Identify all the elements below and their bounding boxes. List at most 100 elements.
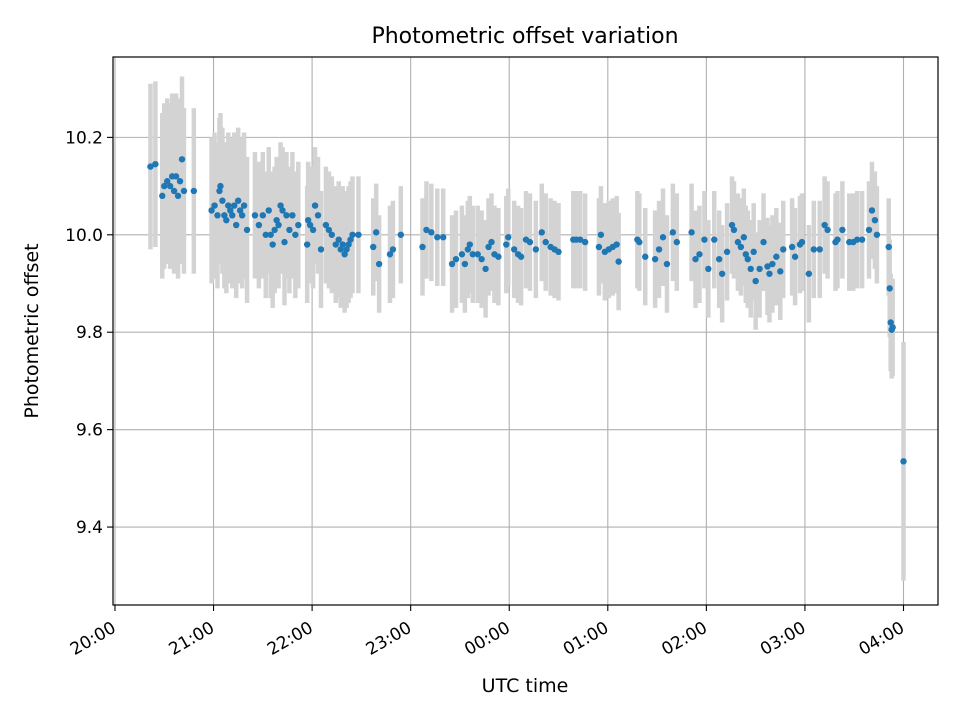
data-point (216, 187, 223, 195)
y-tick-label: 9.6 (76, 421, 103, 441)
data-point (824, 226, 831, 234)
data-points (147, 156, 907, 465)
data-point (332, 241, 339, 248)
data-point (734, 238, 742, 246)
x-tick-label: 01:00 (560, 618, 612, 660)
data-point (692, 255, 699, 263)
data-point (505, 234, 512, 241)
data-point (311, 202, 319, 209)
data-point (267, 231, 274, 238)
data-point (810, 246, 818, 253)
data-point (555, 248, 562, 256)
data-point (636, 238, 643, 246)
data-point (482, 265, 489, 273)
data-point (655, 246, 663, 253)
data-point (723, 248, 731, 256)
data-point (269, 241, 276, 248)
data-point (275, 221, 282, 229)
data-point (651, 255, 659, 263)
data-point (595, 243, 603, 251)
data-point (777, 268, 784, 275)
data-point (642, 253, 649, 260)
x-tick-label: 02:00 (658, 618, 710, 660)
x-tick-label: 20:00 (67, 618, 119, 660)
data-point (279, 207, 286, 214)
data-point (769, 260, 776, 268)
data-point (688, 229, 695, 236)
data-point (370, 243, 377, 251)
data-point (756, 265, 763, 273)
data-point (273, 216, 280, 224)
data-point (458, 251, 466, 258)
data-point (821, 221, 828, 229)
data-point (887, 319, 894, 326)
data-point (780, 246, 787, 253)
data-point (180, 187, 188, 195)
data-point (178, 156, 186, 163)
data-point (517, 253, 525, 260)
data-point (343, 246, 350, 253)
data-point (161, 182, 168, 190)
data-point (488, 238, 495, 246)
data-point (289, 212, 296, 219)
data-point (495, 253, 502, 260)
x-tick-label: 22:00 (264, 618, 316, 660)
data-point (283, 212, 290, 219)
data-point (466, 241, 474, 248)
data-point (715, 255, 723, 263)
data-point (170, 187, 178, 195)
data-point (234, 197, 242, 204)
data-point (503, 241, 510, 248)
data-point (868, 207, 876, 214)
data-point (873, 231, 881, 238)
x-axis-ticks: 20:00 21:00 22:00 23:00 00:00 01:00 02:00 03:00… (67, 605, 908, 660)
data-point (164, 178, 171, 185)
data-point (461, 260, 469, 268)
data-point (718, 270, 726, 277)
data-point (798, 238, 806, 246)
data-point (375, 260, 383, 268)
data-point (542, 238, 549, 246)
data-point (243, 226, 251, 234)
data-point (339, 241, 346, 248)
data-point (229, 212, 236, 219)
data-point (788, 243, 796, 251)
data-point (317, 246, 325, 253)
data-point (281, 238, 288, 246)
data-point (389, 246, 397, 253)
data-point (705, 265, 712, 273)
data-point (474, 251, 481, 258)
data-point (853, 236, 861, 243)
data-point (526, 238, 534, 246)
data-point (581, 238, 589, 246)
data-point (159, 192, 166, 200)
data-point (865, 226, 873, 234)
y-tick-label: 9.8 (76, 323, 103, 343)
data-point (773, 253, 780, 260)
data-point (292, 231, 299, 238)
data-point (225, 202, 232, 209)
data-point (304, 216, 312, 224)
data-point (613, 241, 620, 248)
data-point (227, 207, 234, 214)
data-point (322, 221, 330, 229)
data-point (240, 202, 248, 209)
data-point (669, 229, 677, 236)
data-point (211, 202, 218, 209)
data-point (174, 192, 182, 200)
plot-frame (112, 56, 939, 606)
data-point (885, 243, 892, 251)
data-point (306, 221, 314, 229)
data-point (419, 243, 426, 251)
data-point (485, 243, 492, 251)
data-point (532, 246, 540, 253)
data-point (900, 458, 907, 465)
data-point (238, 212, 246, 219)
x-tick-label: 23:00 (363, 618, 415, 660)
data-point (663, 260, 671, 268)
x-tick-label: 21:00 (166, 618, 218, 660)
data-point (214, 212, 221, 219)
data-point (747, 265, 754, 273)
errorbars (148, 76, 906, 581)
